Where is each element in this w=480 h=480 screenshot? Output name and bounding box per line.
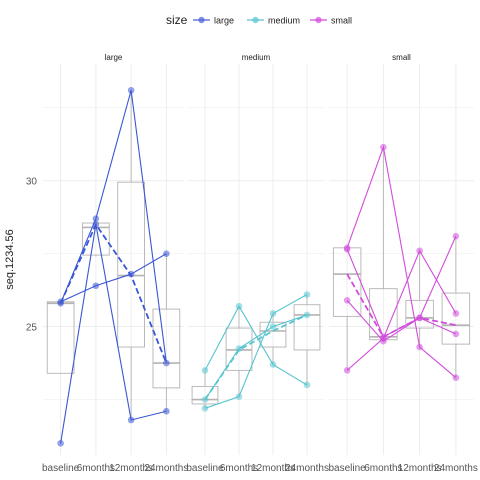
series-line-subject [346,249,457,371]
series-line-subject [60,224,167,444]
data-point [343,245,351,253]
data-point [235,345,243,352]
legend-label-large: large [214,16,234,26]
legend-label-medium: medium [268,16,300,26]
data-point [452,232,460,240]
data-point [127,86,135,94]
series-line-subject [60,253,167,303]
boxplot [405,250,434,348]
series-line-subject [346,235,457,342]
data-point [269,361,277,368]
data-point [269,323,277,330]
box-body [117,181,145,348]
series-line-subject [204,314,308,400]
legend-label-small: small [331,16,352,26]
x-tick-label: 6months [220,463,258,474]
x-tick-label: 24months [144,463,188,474]
data-point [343,367,351,374]
data-point [380,143,387,151]
boxplot [225,306,253,397]
data-point [343,297,351,304]
series-line-mean [204,314,308,401]
data-point [416,247,423,255]
legend-title: size [166,13,188,27]
x-tick-label: baseline [186,463,224,474]
data-point [201,367,209,374]
series-line-mean [346,273,457,339]
data-point [201,405,209,412]
series-line-mean [59,222,168,364]
data-point [452,330,460,338]
data-point [163,407,170,415]
x-tick-label: 24months [285,463,329,474]
series-line-subject [346,249,457,338]
data-point [163,359,170,367]
series-line-subject [204,305,308,386]
x-tick-label: 12months [398,463,442,474]
facet-title: small [392,53,411,62]
data-point [269,310,277,317]
data-point [92,282,100,290]
data-point [452,310,460,317]
data-point [92,215,100,222]
data-point [235,302,243,310]
box-body [152,308,181,389]
data-point [235,393,243,400]
box-body [191,385,219,405]
y-tick-label: 25 [26,323,38,334]
boxplot [117,90,145,420]
data-point [127,416,135,424]
legend-key-point-large [198,16,205,24]
x-tick-label: baseline [42,463,80,474]
x-tick-label: 24months [434,463,478,474]
y-tick-label: 30 [26,177,38,188]
boxplot [441,236,471,378]
legend-key-point-small [315,16,322,24]
y-axis-label: seq.1234.56 [4,229,16,290]
series-line-subject [204,294,308,409]
x-tick-label: 6months [364,463,402,474]
data-point [303,381,311,389]
box-body [293,304,321,351]
data-point [57,440,64,447]
box-body [405,299,434,329]
x-tick-label: baseline [328,463,366,474]
facet-title: medium [242,53,271,62]
data-point [416,343,423,351]
legend-key-point-medium [252,16,259,24]
series-line-subject [60,90,167,364]
x-tick-label: 12months [251,463,295,474]
data-point [163,250,170,257]
x-tick-label: 6months [77,463,115,474]
series-line-subject [346,145,457,379]
facet-title: large [105,53,123,62]
box-body [441,292,471,345]
data-point [452,374,460,381]
data-point [303,291,311,298]
x-tick-label: 12months [109,463,153,474]
